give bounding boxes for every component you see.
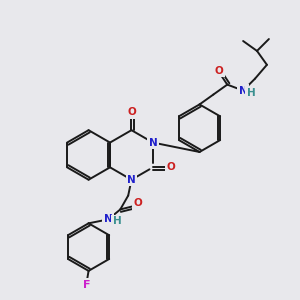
- Text: H: H: [113, 216, 122, 226]
- Text: N: N: [104, 214, 113, 224]
- Text: N: N: [239, 85, 248, 96]
- Text: O: O: [134, 199, 142, 208]
- Text: N: N: [148, 138, 157, 148]
- Text: O: O: [127, 107, 136, 117]
- Text: H: H: [247, 88, 255, 98]
- Text: O: O: [167, 162, 175, 172]
- Text: N: N: [127, 175, 136, 185]
- Text: F: F: [83, 280, 90, 290]
- Text: O: O: [215, 66, 224, 76]
